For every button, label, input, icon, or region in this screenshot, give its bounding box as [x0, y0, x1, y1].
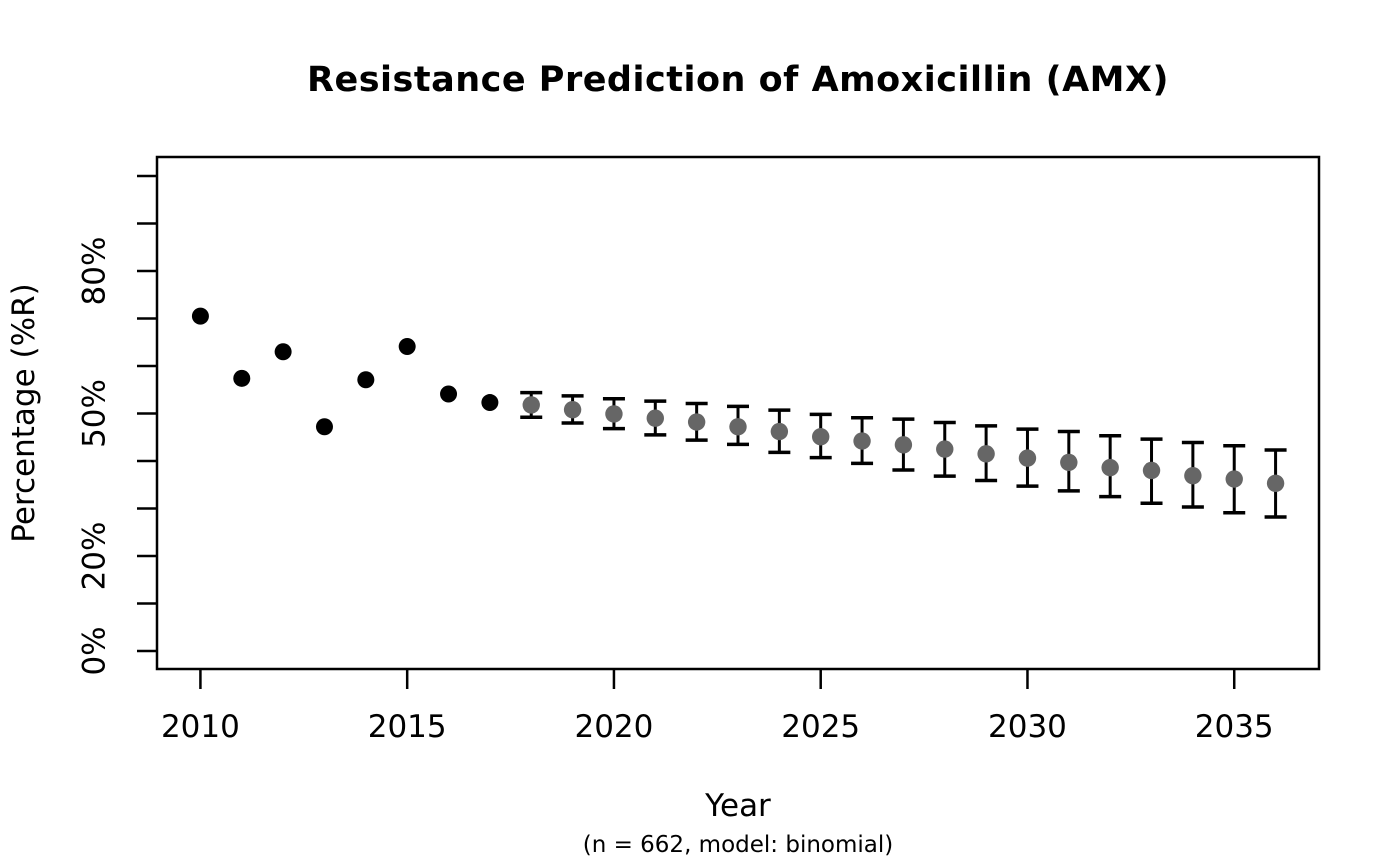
x-tick-label: 2035: [1195, 709, 1274, 745]
prediction-point: [687, 413, 706, 431]
prediction-point: [563, 400, 582, 419]
prediction-point: [894, 436, 913, 454]
x-tick-label: 2020: [574, 709, 653, 745]
x-tick-label: 2025: [781, 709, 860, 745]
y-axis-title-text: Percentage (%R): [6, 283, 42, 543]
prediction-point: [770, 422, 789, 441]
y-tick-label: 50%: [77, 379, 113, 448]
prediction-point: [522, 396, 540, 414]
prediction-point: [646, 409, 664, 427]
prediction-point: [936, 440, 954, 458]
observed-point: [274, 343, 292, 361]
observed-point: [233, 369, 251, 387]
prediction-point: [729, 418, 747, 436]
observed-point: [398, 338, 416, 356]
prediction-point: [853, 432, 871, 450]
observed-point: [315, 418, 333, 436]
prediction-point: [1142, 461, 1161, 480]
prediction-point: [605, 405, 623, 423]
prediction-point: [977, 445, 995, 463]
observed-point: [481, 394, 499, 412]
observed-point: [191, 307, 209, 325]
y-tick-label: 20%: [77, 522, 113, 591]
x-tick-label: 2030: [988, 709, 1067, 745]
prediction-point: [1225, 470, 1243, 488]
prediction-point: [1184, 466, 1202, 485]
prediction-point: [1266, 474, 1285, 492]
prediction-point: [812, 428, 830, 446]
prediction-point: [1018, 449, 1037, 467]
x-tick-label: 2015: [368, 709, 447, 745]
observed-point: [357, 371, 375, 389]
x-axis-title: Year: [705, 788, 771, 824]
chart-subtitle: (n = 662, model: binomial): [582, 832, 894, 858]
chart-title: Resistance Prediction of Amoxicillin (AM…: [307, 60, 1169, 100]
y-tick-label: 0%: [77, 626, 113, 675]
x-tick-label: 2010: [161, 709, 240, 745]
prediction-point: [1060, 453, 1078, 472]
observed-point: [440, 385, 458, 403]
prediction-point: [1101, 458, 1119, 477]
y-tick-label: 80%: [77, 237, 113, 306]
